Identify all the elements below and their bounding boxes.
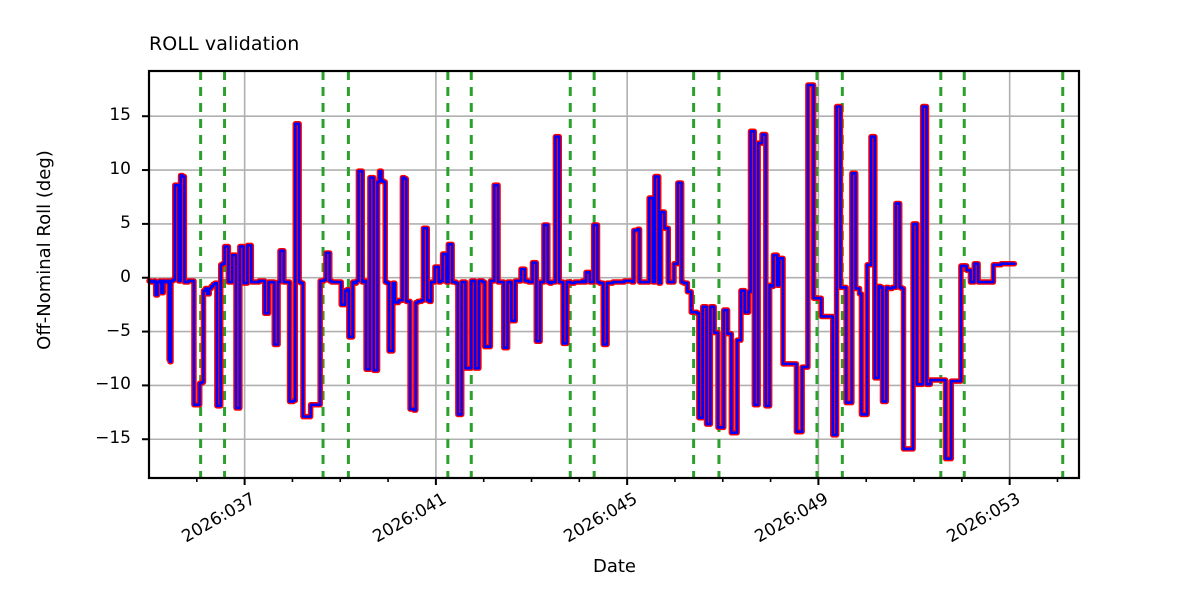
y-tick-label: 5 xyxy=(120,212,131,233)
y-tick-label: 0 xyxy=(120,266,131,287)
y-tick-label: −10 xyxy=(95,374,131,395)
y-tick-label: −5 xyxy=(105,320,131,341)
chart-title: ROLL validation xyxy=(149,33,300,55)
y-tick-label: 10 xyxy=(109,159,131,180)
series-telemetry-roll xyxy=(147,83,1016,460)
x-axis-label: Date xyxy=(592,556,637,577)
plot-frame xyxy=(147,69,1081,480)
y-tick-label: −15 xyxy=(95,428,131,449)
y-tick-label: 15 xyxy=(109,105,131,126)
data-series-group xyxy=(146,82,1018,462)
